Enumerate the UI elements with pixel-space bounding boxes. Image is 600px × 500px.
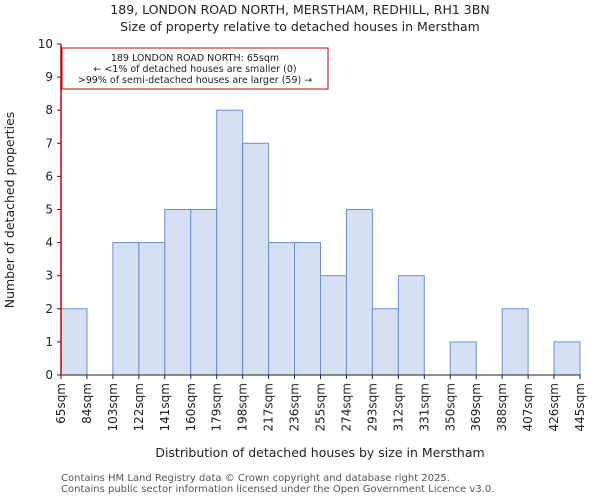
x-tick-label-179sqm: 179sqm [210,383,224,431]
y-tick-label-5: 5 [45,203,53,217]
bar-388sqm [501,308,529,376]
x-tick-label-274sqm: 274sqm [339,383,353,431]
bar-179sqm [216,109,244,376]
x-tick-label-350sqm: 350sqm [443,383,457,431]
bar-198sqm [242,142,270,376]
x-tick-label-217sqm: 217sqm [262,383,276,431]
annotation-line-3: >99% of semi-detached houses are larger … [78,75,312,86]
bar-255sqm [320,275,347,376]
y-tick-label-6: 6 [45,169,53,183]
x-tick-label-65sqm: 65sqm [54,383,68,424]
annotation-line-1: 189 LONDON ROAD NORTH: 65sqm [111,53,279,64]
y-axis-label: Number of detached properties [2,112,17,309]
footer-line-2: Contains public sector information licen… [61,484,495,495]
y-tick-label-7: 7 [45,136,53,150]
x-tick-label-312sqm: 312sqm [391,383,405,431]
y-tick-label-1: 1 [45,335,53,349]
footer-line-1: Contains HM Land Registry data © Crown c… [61,473,450,484]
y-tick-label-8: 8 [45,103,53,117]
x-tick-label-236sqm: 236sqm [288,383,302,431]
chart-subtitle: Size of property relative to detached ho… [120,19,480,34]
annotation-box [61,47,329,90]
bar-426sqm [553,341,581,376]
x-tick-label-141sqm: 141sqm [158,383,172,431]
x-tick-label-369sqm: 369sqm [469,383,483,431]
annotation-group: 189 LONDON ROAD NORTH: 65sqm ← <1% of de… [61,47,329,90]
x-tick-label-445sqm: 445sqm [573,383,587,431]
bar-141sqm [164,209,192,376]
x-tick-label-160sqm: 160sqm [184,383,198,431]
y-tick-label-10: 10 [38,37,53,51]
bar-236sqm [294,242,321,376]
x-tick-label-198sqm: 198sqm [236,383,250,431]
x-tick-label-122sqm: 122sqm [132,383,146,431]
chart-title: 189, LONDON ROAD NORTH, MERSTHAM, REDHIL… [110,2,490,17]
x-tick-label-103sqm: 103sqm [106,383,120,431]
x-tick-label-331sqm: 331sqm [417,383,431,431]
bar-217sqm [268,242,296,376]
bar-65sqm [60,308,88,376]
bar-312sqm [397,275,425,376]
y-tick-label-9: 9 [45,70,53,84]
x-tick-label-293sqm: 293sqm [365,383,379,431]
annotation-line-2: ← <1% of detached houses are smaller (0) [93,64,296,75]
bar-103sqm [112,242,140,376]
bar-350sqm [449,341,477,376]
y-tick-label-3: 3 [45,269,53,283]
x-tick-label-84sqm: 84sqm [80,383,94,424]
bar-122sqm [138,242,166,376]
bars-group [60,109,581,376]
y-tick-label-0: 0 [45,368,53,382]
bar-293sqm [371,308,399,376]
x-tick-label-426sqm: 426sqm [547,383,561,431]
x-tick-label-407sqm: 407sqm [521,383,535,431]
bar-274sqm [345,209,373,376]
x-axis-label: Distribution of detached houses by size … [155,445,484,460]
y-tick-label-2: 2 [45,302,53,316]
x-tick-label-388sqm: 388sqm [495,383,509,431]
axes-group: 0 1 2 3 4 5 6 7 8 9 10 65sqm 84sqm 103sqm 122sqm 141sqm… [38,37,587,431]
bar-160sqm [190,209,218,376]
y-tick-label-4: 4 [45,236,53,250]
x-tick-label-255sqm: 255sqm [314,383,328,431]
